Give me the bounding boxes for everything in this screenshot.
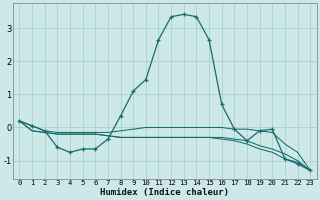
X-axis label: Humidex (Indice chaleur): Humidex (Indice chaleur)	[100, 188, 229, 197]
